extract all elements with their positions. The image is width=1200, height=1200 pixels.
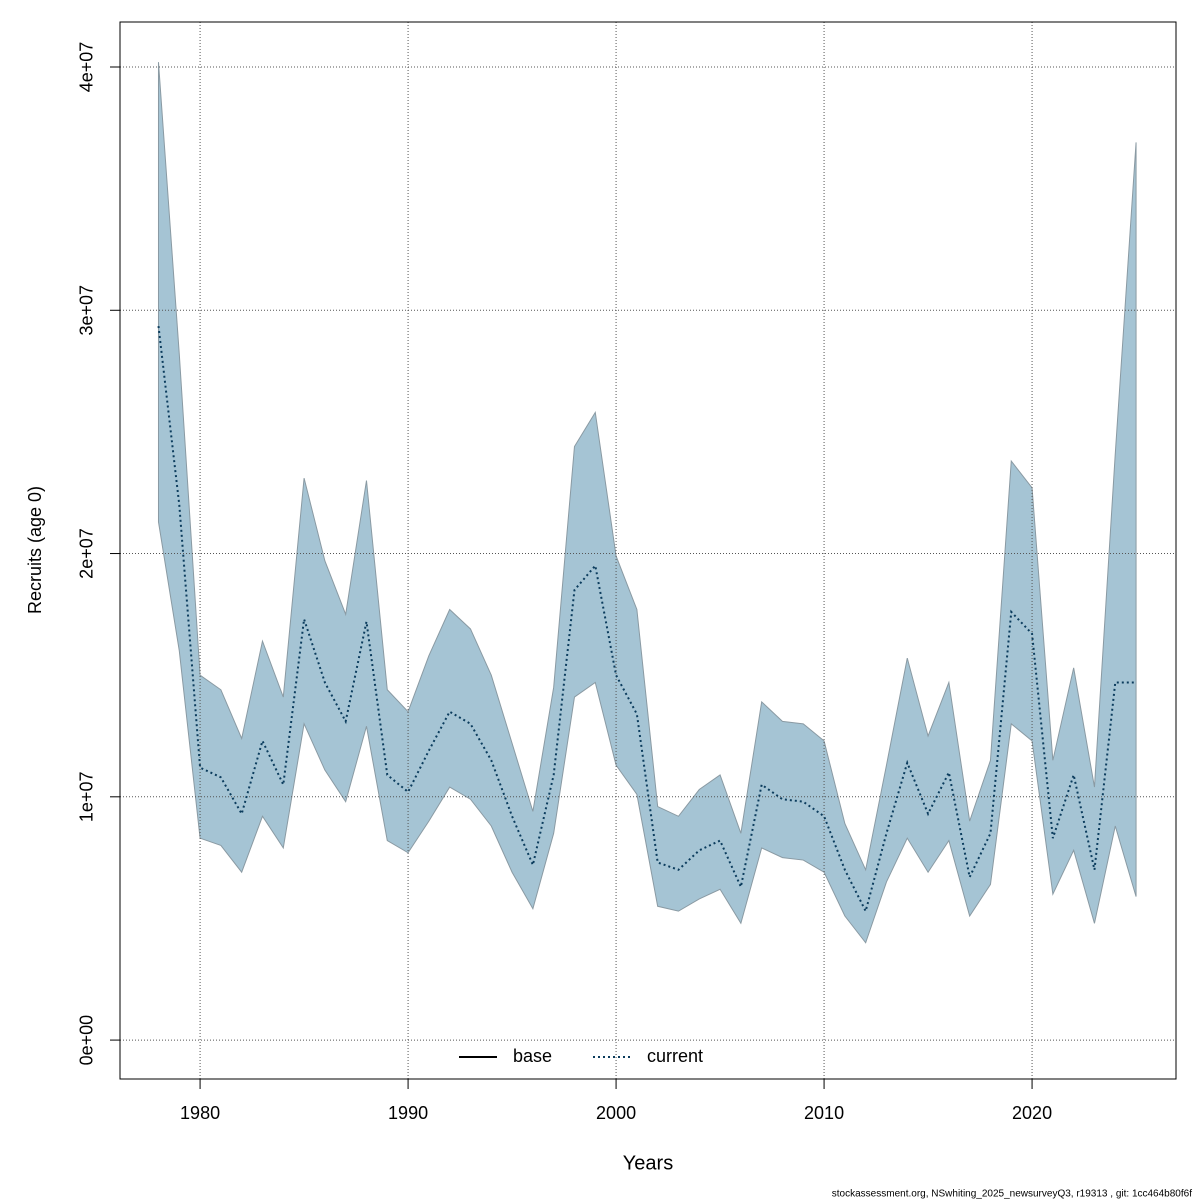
x-axis-label: Years [623,1152,673,1174]
plot-border [119,21,1177,1080]
x-tick-label: 2020 [1012,1103,1052,1123]
y-tick-label: 4e+07 [77,42,97,93]
footer: stockassessment.org, NSwhiting_2025_news… [832,1189,1192,1200]
confidence-band [157,62,1137,944]
legend-label: base [513,1046,552,1066]
y-tick-label: 2e+07 [77,528,97,579]
legend-label: current [647,1046,703,1066]
y-axis-label: Recruits (age 0) [25,486,45,614]
y-tick-label: 1e+07 [77,772,97,823]
y-tick-label: 0e+00 [77,1015,97,1066]
series-line [157,325,1137,914]
y-tick-label: 3e+07 [77,285,97,336]
x-tick-label: 2010 [804,1103,844,1123]
x-tick-label: 1980 [180,1103,220,1123]
x-tick-label: 1990 [388,1103,428,1123]
x-tick-label: 2000 [596,1103,636,1123]
